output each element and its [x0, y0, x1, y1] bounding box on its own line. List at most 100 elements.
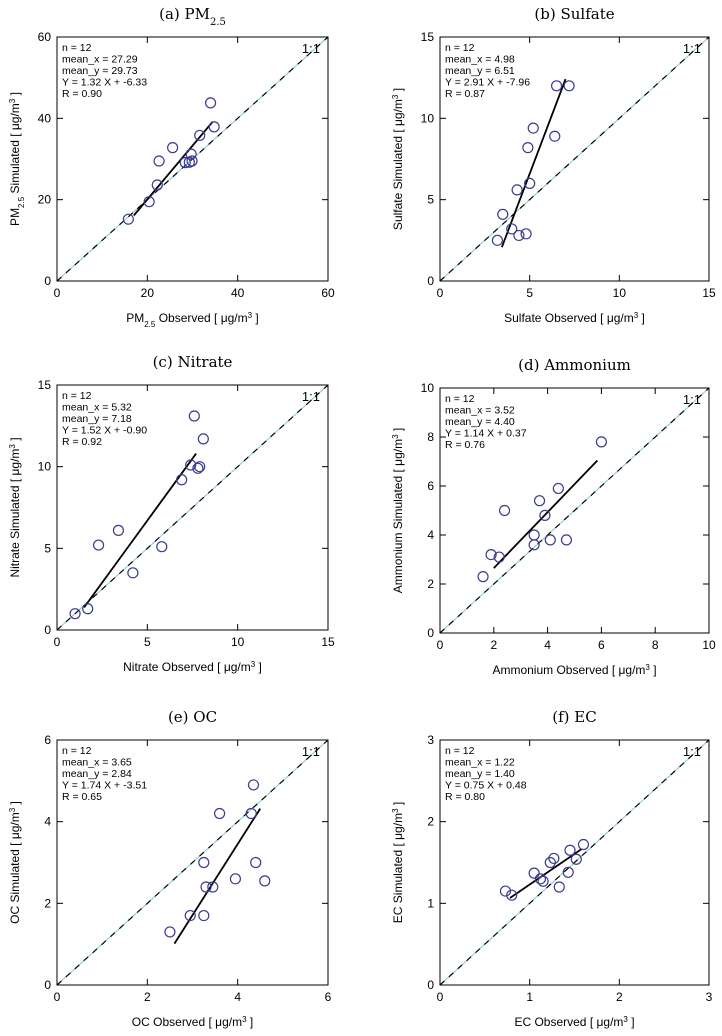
y-tick-label: 60: [38, 30, 52, 44]
panel-title: (f) EC: [552, 708, 596, 726]
one-to-one-label: 1:1: [683, 392, 701, 407]
panel-0: (a) PM2.5 0 20 40 60 0 20 40 60 PM2.5 Observed [ …: [8, 5, 335, 329]
y-tick-label: 2: [44, 896, 51, 910]
stat-line: n = 12: [445, 745, 475, 757]
x-tick-label: 0: [437, 990, 444, 1004]
x-tick-label: 2: [490, 638, 497, 652]
x-tick-label: 3: [706, 990, 713, 1004]
stat-line: mean_y = 4.40: [445, 416, 515, 428]
data-point-1: [184, 909, 196, 922]
panel-1: (b) Sulfate 0 5 10 15 0 5 10 15 Sulfate Observed …: [391, 5, 716, 325]
data-point-8: [527, 122, 539, 134]
y-tick-label: 3: [427, 733, 434, 747]
stat-line: mean_x = 5.32: [62, 402, 132, 414]
panel-3: (d) Ammonium 0 2 4 6 8 10 0 2 4 6 8 10 Ammonium Obser…: [391, 356, 716, 677]
data-point-11: [595, 436, 608, 448]
data-point-5: [511, 184, 523, 196]
y-tick-label: 4: [44, 815, 51, 829]
x-tick-label: 15: [702, 286, 716, 300]
stat-line: Y = 2.91 X + -7.96: [445, 77, 530, 89]
x-tick-label: 0: [54, 286, 61, 300]
y-axis-label: OC Simulated [ μg/m3 ]: [8, 801, 23, 924]
one-to-one-label: 1:1: [302, 389, 320, 404]
data-point-5: [544, 856, 556, 869]
data-point-6: [524, 177, 536, 189]
y-tick-label: 40: [38, 111, 52, 125]
data-point-1: [143, 196, 155, 208]
x-tick-label: 5: [526, 286, 533, 300]
data-point-2: [528, 867, 540, 879]
data-point-3: [200, 881, 212, 893]
x-tick-label: 15: [321, 635, 335, 649]
stat-line: Y = 1.14 X + 0.37: [445, 428, 527, 440]
y-tick-label: 8: [427, 430, 434, 444]
data-point-2: [92, 539, 105, 551]
plot-frame: [439, 387, 710, 634]
one-to-one-line: [439, 739, 710, 986]
x-tick-label: 2: [616, 990, 623, 1004]
regression-line: [173, 808, 262, 945]
y-tick-label: 0: [427, 978, 434, 992]
x-tick-label: 0: [437, 638, 444, 652]
data-point-11: [563, 80, 575, 92]
data-point-6: [214, 807, 226, 820]
data-point-7: [185, 148, 197, 160]
data-point-1: [82, 603, 94, 615]
stat-line: mean_y = 29.73: [62, 65, 138, 77]
data-point-10: [550, 80, 563, 92]
data-point-5: [179, 157, 191, 169]
data-point-9: [552, 482, 564, 495]
stat-line: R = 0.92: [62, 436, 102, 448]
x-tick-label: 6: [598, 638, 605, 652]
stat-line: R = 0.87: [445, 88, 485, 100]
one-to-one-line: [56, 384, 329, 631]
data-point-0: [491, 234, 503, 246]
data-point-7: [539, 509, 551, 522]
y-axis-label: Nitrate Simulated [ μg/m3 ]: [8, 437, 23, 577]
plot-frame: [56, 36, 329, 282]
data-point-1: [506, 889, 518, 901]
panel-title: (c) Nitrate: [153, 353, 233, 371]
data-point-5: [528, 529, 540, 541]
stat-line: Y = 1.32 X + -6.33: [62, 77, 147, 89]
panel-title: (d) Ammonium: [518, 356, 631, 374]
data-point-10: [204, 97, 217, 109]
data-point-0: [69, 608, 81, 620]
data-point-11: [208, 121, 220, 133]
data-point-3: [513, 229, 525, 242]
x-tick-label: 10: [702, 638, 716, 652]
stat-line: R = 0.80: [445, 791, 485, 803]
one-to-one-label: 1:1: [683, 744, 701, 759]
x-axis-label: EC Observed [ μg/m3 ]: [514, 1015, 634, 1030]
data-point-9: [192, 462, 204, 474]
panel-title: (e) OC: [168, 708, 217, 726]
one-to-one-label: 1:1: [302, 744, 320, 759]
y-tick-label: 10: [421, 381, 435, 395]
x-tick-label: 0: [54, 635, 61, 649]
y-tick-label: 5: [427, 193, 434, 207]
stat-line: n = 12: [445, 393, 475, 405]
data-point-0: [164, 926, 176, 938]
y-tick-label: 15: [38, 378, 52, 392]
x-axis-label: Nitrate Observed [ μg/m3 ]: [123, 660, 262, 675]
data-point-4: [198, 856, 210, 869]
data-point-4: [127, 567, 139, 579]
panel-4: (e) OC 0 2 4 6 0 2 4 6 OC Observed [ μg/m3 ] OC Si…: [8, 708, 332, 1029]
y-axis-label: EC Simulated [ μg/m3 ]: [391, 802, 406, 923]
y-tick-label: 2: [427, 815, 434, 829]
regression-line: [493, 459, 599, 569]
data-point-3: [112, 524, 125, 536]
stat-line: R = 0.90: [62, 88, 102, 100]
x-tick-label: 1: [526, 990, 533, 1004]
data-point-3: [534, 873, 547, 885]
data-point-7: [553, 881, 565, 893]
x-axis-label: Ammonium Observed [ μg/m3 ]: [492, 663, 656, 678]
stat-line: R = 0.76: [445, 439, 485, 451]
y-tick-label: 10: [38, 460, 52, 474]
stat-line: mean_x = 3.65: [62, 757, 132, 769]
x-tick-label: 20: [141, 286, 155, 300]
x-tick-label: 10: [613, 286, 627, 300]
stat-line: n = 12: [62, 390, 92, 402]
data-point-7: [522, 142, 534, 154]
data-point-4: [537, 875, 549, 887]
